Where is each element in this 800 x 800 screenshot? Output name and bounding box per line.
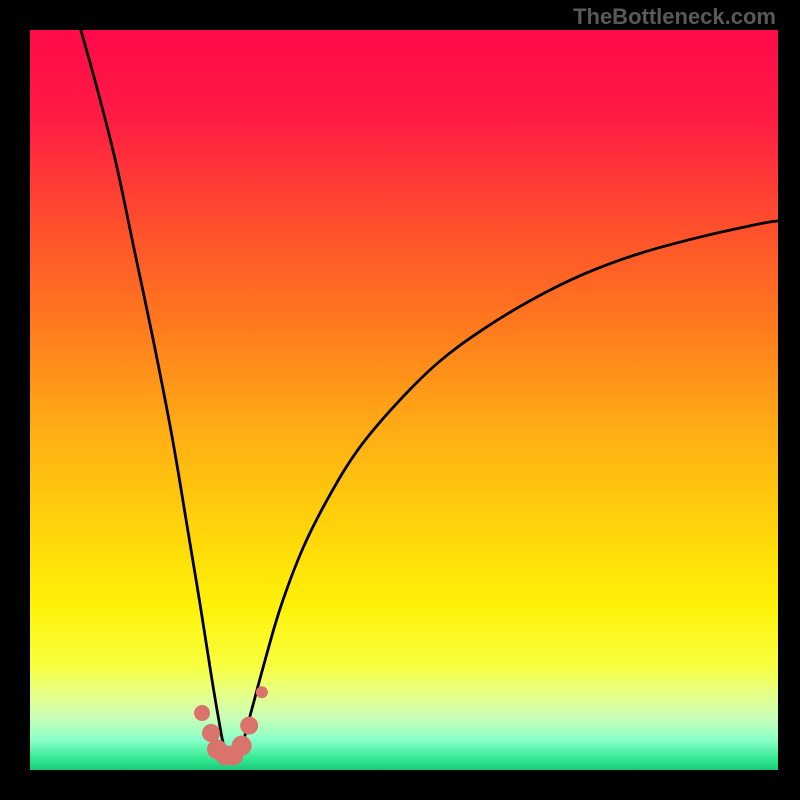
trough-marker — [240, 717, 258, 735]
plot-background-gradient — [30, 30, 778, 770]
trough-marker — [256, 686, 268, 698]
chart-container: TheBottleneck.com — [0, 0, 800, 800]
trough-marker — [232, 736, 252, 756]
trough-marker — [194, 705, 210, 721]
chart-svg — [0, 0, 800, 800]
